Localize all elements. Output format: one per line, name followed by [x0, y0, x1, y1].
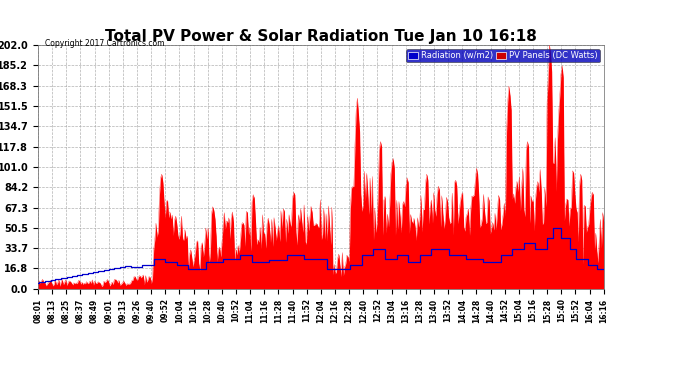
Legend: Radiation (w/m2), PV Panels (DC Watts): Radiation (w/m2), PV Panels (DC Watts) [406, 49, 600, 62]
Title: Total PV Power & Solar Radiation Tue Jan 10 16:18: Total PV Power & Solar Radiation Tue Jan… [105, 29, 537, 44]
Text: Copyright 2017 Cartronics.com: Copyright 2017 Cartronics.com [45, 39, 164, 48]
